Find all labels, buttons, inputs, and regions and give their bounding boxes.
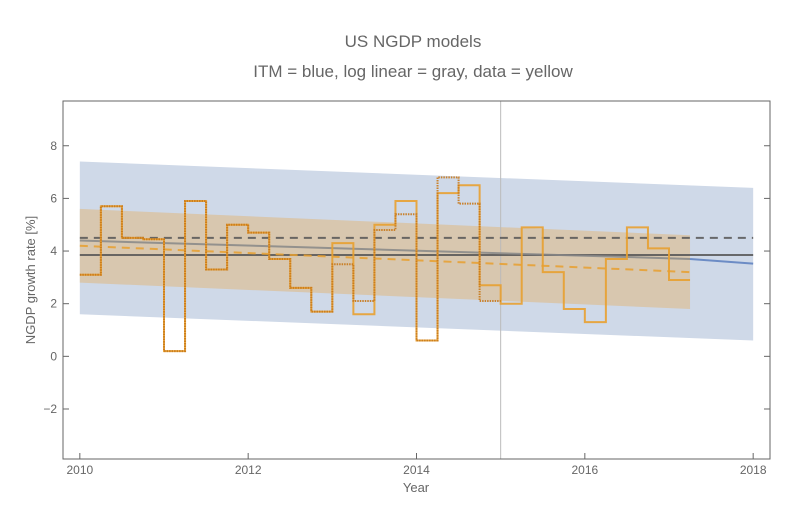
- x-axis-label: Year: [403, 480, 430, 495]
- line-data-trend: [79, 244, 691, 274]
- x-tick-label: 2018: [740, 463, 767, 477]
- series-data-earlier-vintage: [79, 176, 501, 353]
- y-tick-label: 6: [50, 191, 57, 205]
- x-tick-label: 2016: [571, 463, 598, 477]
- x-tick-label: 2012: [235, 463, 262, 477]
- x-tick-label: 2014: [403, 463, 430, 477]
- y-tick-label: −2: [43, 402, 57, 416]
- line-itm: [79, 239, 691, 260]
- y-tick-label: 0: [50, 349, 57, 363]
- line-itm-projection: [689, 257, 754, 265]
- band-data: [79, 208, 691, 309]
- chart-title: US NGDP models: [345, 32, 482, 51]
- y-tick-label: 4: [50, 244, 57, 258]
- y-tick-label: 8: [50, 139, 57, 153]
- x-tick-label: 2010: [66, 463, 93, 477]
- y-axis-label: NGDP growth rate [%]: [23, 216, 38, 344]
- chart-subtitle: ITM = blue, log linear = gray, data = ye…: [253, 62, 573, 81]
- y-tick-label: 2: [50, 297, 57, 311]
